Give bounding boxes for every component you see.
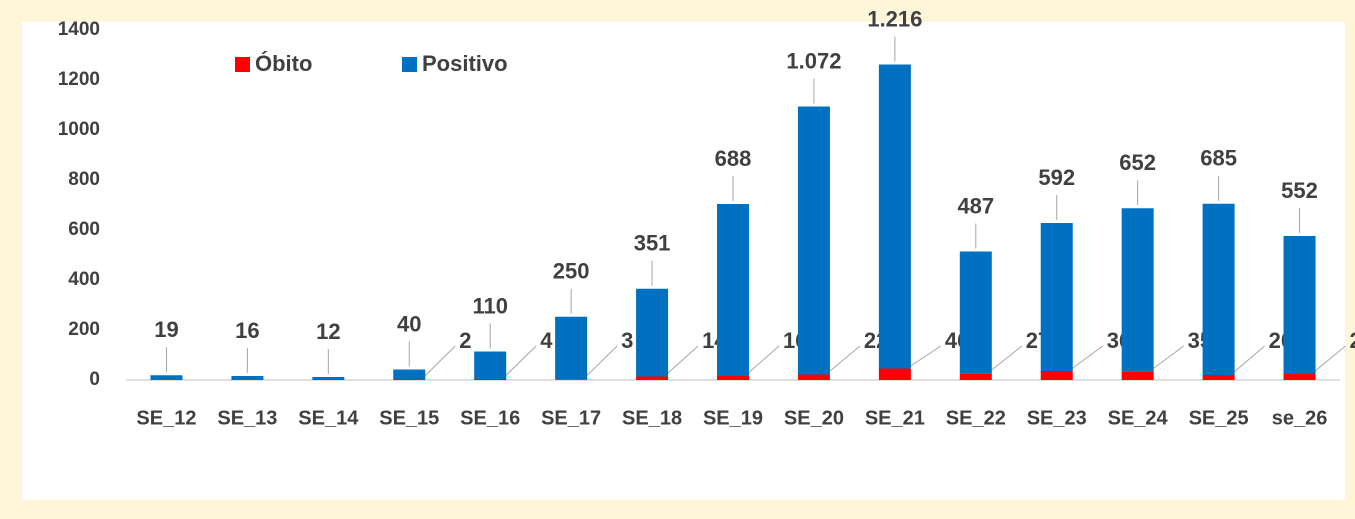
legend-label: Positivo [422,51,508,76]
leader-line [420,345,456,380]
bar-segment [474,351,507,379]
leader-line [1149,345,1184,372]
x-tick-label: SE_25 [1189,407,1249,429]
data-label: 552 [1281,178,1318,203]
x-tick-label: SE_23 [1027,407,1087,429]
data-label: 3 [621,328,633,353]
bar-segment [878,64,911,369]
x-tick-label: SE_14 [298,407,359,429]
bar-segment [636,288,669,377]
bar-segment [959,251,992,374]
data-label: 110 [472,293,508,318]
y-tick-label: 1000 [58,119,100,140]
y-tick-label: 0 [89,369,100,390]
y-tick-label: 800 [68,169,100,190]
y-tick-label: 1400 [58,19,100,40]
bar-segment [393,369,426,380]
leader-line [582,345,618,380]
legend-swatch [235,57,250,72]
leader-line [501,345,537,380]
leader-line [663,345,699,377]
leader-line [1311,345,1346,375]
bar-segment [717,376,749,380]
bar-segment [555,316,588,380]
bar-segment [1202,375,1235,380]
leader-line [744,345,780,377]
data-label: 487 [957,193,994,218]
data-label: 12 [316,319,340,344]
data-label: 40 [397,311,421,336]
x-tick-label: SE_19 [703,407,763,429]
leader-line [906,345,942,369]
leader-line [987,345,1023,374]
bar-segment [797,374,830,380]
x-tick-label: SE_18 [622,407,682,429]
leader-line [1230,345,1265,376]
data-label: 16 [235,318,259,343]
bar-segment [1283,374,1316,380]
bar-segment [231,376,264,380]
bar-segment [312,377,345,380]
data-label: 4 [540,328,553,353]
bar-segment [1283,236,1316,374]
x-tick-label: SE_21 [865,407,925,429]
bar-segment [959,373,992,380]
x-tick-label: se_26 [1272,407,1328,429]
data-label: 250 [553,259,590,284]
bar-segment [717,204,749,376]
x-tick-label: SE_16 [460,407,520,429]
bar-segment [878,368,911,380]
data-label: 19 [154,317,178,342]
data-label: 592 [1038,165,1075,190]
y-tick-label: 600 [68,219,100,240]
bar-segment [150,375,183,380]
x-tick-label: SE_17 [541,407,601,429]
bar-segment [393,379,426,380]
y-tick-label: 200 [68,319,100,340]
legend-swatch [402,57,417,72]
bar-segment [1121,371,1154,380]
bar-segment [1040,223,1073,371]
bar-segment [636,376,669,380]
data-label: 685 [1200,146,1237,171]
data-label: 24 [1350,328,1355,353]
data-label: 351 [634,231,671,256]
x-tick-label: SE_15 [379,407,439,429]
data-label: 688 [715,146,752,171]
y-tick-label: 400 [68,269,100,290]
bar-segment [474,379,507,380]
bar-segment [1121,208,1154,372]
data-label: 1.216 [867,6,922,31]
leader-line [1068,345,1104,372]
x-tick-label: SE_13 [217,407,277,429]
bar-segment [555,379,588,380]
bar-segment [1202,203,1235,375]
y-tick-label: 1200 [58,69,100,90]
x-tick-label: SE_24 [1108,407,1169,429]
x-tick-label: SE_22 [946,407,1006,429]
x-tick-label: SE_20 [784,407,844,429]
data-label: 2 [459,328,471,353]
data-label: 1.072 [786,48,841,73]
leader-line [825,345,861,375]
bar-segment [797,106,830,375]
x-tick-label: SE_12 [136,407,196,429]
legend-label: Óbito [255,51,312,76]
data-label: 652 [1119,150,1156,175]
bar-segment [1040,371,1073,380]
